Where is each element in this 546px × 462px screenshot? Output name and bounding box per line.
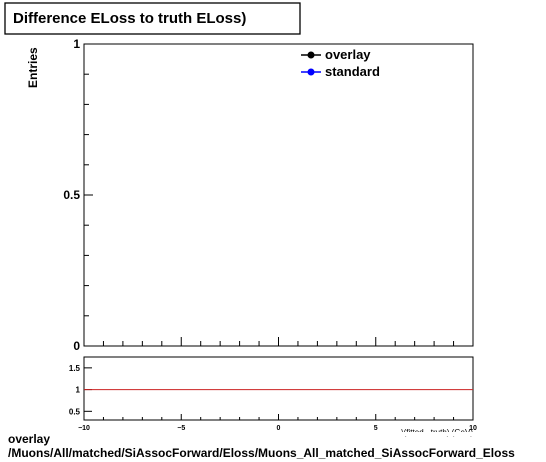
ratio-x-axis: −10 −5 0 5 10 xyxy=(78,414,477,432)
ratio-x-tick-label: 10 xyxy=(469,425,477,432)
label-clip xyxy=(300,432,546,436)
legend: overlay standard xyxy=(301,47,380,79)
ratio-x-tick-label: 0 xyxy=(277,425,281,432)
ratio-y-tick-label: 0.5 xyxy=(69,407,81,416)
main-x-axis-ticks xyxy=(83,337,474,346)
ratio-x-tick-label: −10 xyxy=(78,425,90,432)
legend-overlay-label: overlay xyxy=(325,47,371,62)
main-plot-frame xyxy=(83,43,474,347)
main-y-tick-label: 0 xyxy=(73,339,80,353)
ratio-x-tick-label: −5 xyxy=(177,425,185,432)
legend-standard-label: standard xyxy=(325,64,380,79)
legend-standard-marker xyxy=(307,68,315,76)
legend-overlay-marker xyxy=(307,51,315,59)
chart-title: Difference ELoss to truth ELoss) xyxy=(13,10,246,27)
chart-title-box: Difference ELoss to truth ELoss) xyxy=(4,2,301,35)
footer-line-1: overlay xyxy=(8,432,50,446)
ratio-y-tick-label: 1 xyxy=(76,386,81,395)
ratio-x-tick-label: 5 xyxy=(374,425,378,432)
ratio-y-tick-label: 1.5 xyxy=(69,364,81,373)
main-y-axis: 00.51 xyxy=(63,37,93,353)
main-y-tick-label: 1 xyxy=(73,37,80,51)
footer-line-2: /Muons/All/matched/SiAssocForward/Eloss/… xyxy=(8,446,515,460)
ratio-plot-frame xyxy=(83,356,474,421)
y-axis-label: Entries xyxy=(26,47,40,88)
main-y-tick-label: 0.5 xyxy=(63,188,80,202)
